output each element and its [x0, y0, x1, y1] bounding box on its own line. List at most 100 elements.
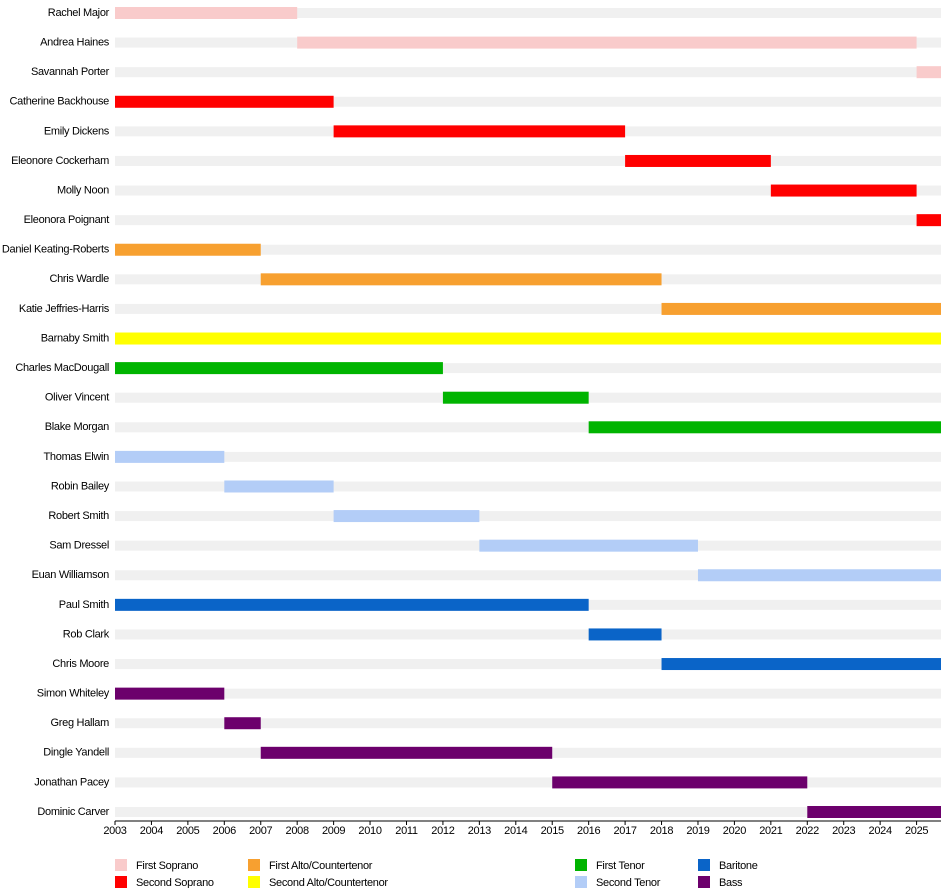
row-label: Euan Williamson — [32, 569, 110, 581]
bar — [115, 450, 225, 463]
row-label: Rachel Major — [48, 7, 110, 19]
bar — [552, 776, 808, 789]
row-label: Sam Dressel — [49, 540, 109, 552]
track — [115, 215, 941, 226]
legend-label: First Alto/Countertenor — [269, 860, 373, 872]
track — [115, 570, 941, 581]
legend-label: Second Alto/Countertenor — [269, 877, 388, 888]
row-label: Katie Jeffries-Harris — [19, 303, 110, 315]
legend-label: First Soprano — [136, 860, 198, 872]
track — [115, 659, 941, 670]
row-label: Catherine Backhouse — [10, 96, 110, 108]
track — [115, 363, 941, 374]
bar — [224, 480, 334, 493]
row-label: Andrea Haines — [40, 36, 110, 48]
legend-swatch — [115, 859, 127, 871]
legend-swatch — [575, 859, 587, 871]
track — [115, 451, 941, 462]
bar — [916, 66, 941, 79]
x-tick-label: 2008 — [286, 825, 309, 837]
row-label: Robert Smith — [48, 510, 109, 522]
track — [115, 67, 941, 78]
track — [115, 777, 941, 788]
bar — [442, 391, 589, 404]
legend-label: Second Tenor — [596, 877, 661, 888]
bar — [588, 421, 941, 434]
row-label: Molly Noon — [57, 184, 109, 196]
x-tick-label: 2024 — [869, 825, 892, 837]
bar — [807, 806, 941, 818]
track — [115, 511, 941, 522]
legend-swatch — [248, 859, 260, 871]
x-tick-label: 2018 — [650, 825, 673, 837]
row-label: Blake Morgan — [45, 421, 109, 433]
legend-swatch — [698, 876, 710, 888]
bar — [916, 214, 941, 227]
bar — [297, 36, 917, 49]
x-tick-label: 2010 — [358, 825, 381, 837]
x-tick-label: 2009 — [322, 825, 345, 837]
legend-label: Baritone — [719, 860, 758, 872]
row-label: Eleonora Poignant — [24, 214, 110, 226]
x-tick-label: 2007 — [249, 825, 272, 837]
x-tick-label: 2012 — [431, 825, 454, 837]
bar — [115, 362, 443, 375]
track — [115, 303, 941, 314]
bar — [115, 95, 334, 108]
row-label: Chris Moore — [52, 658, 109, 670]
legend-label: Second Soprano — [136, 877, 214, 888]
x-tick-label: 2005 — [176, 825, 199, 837]
bar — [625, 154, 771, 167]
legend-swatch — [115, 876, 127, 888]
track — [115, 96, 941, 107]
bar — [770, 184, 917, 197]
x-tick-label: 2014 — [504, 825, 527, 837]
x-tick-label: 2022 — [796, 825, 819, 837]
row-label: Dominic Carver — [37, 806, 109, 818]
bar — [333, 510, 480, 523]
bar — [115, 687, 225, 700]
legend-swatch — [248, 876, 260, 888]
track — [115, 688, 941, 699]
x-tick-label: 2006 — [213, 825, 236, 837]
bar — [115, 243, 261, 256]
x-tick-label: 2019 — [686, 825, 709, 837]
row-label: Jonathan Pacey — [34, 776, 109, 788]
row-label: Chris Wardle — [49, 273, 109, 285]
bar — [260, 273, 662, 286]
bar — [661, 658, 941, 671]
x-tick-label: 2020 — [723, 825, 746, 837]
row-label: Eleonore Cockerham — [11, 155, 109, 167]
track — [115, 8, 941, 18]
row-label: Paul Smith — [59, 599, 109, 611]
row-label: Emily Dickens — [44, 125, 110, 137]
x-tick-label: 2015 — [541, 825, 564, 837]
track — [115, 807, 941, 817]
track — [115, 481, 941, 492]
row-label: Charles MacDougall — [15, 362, 109, 374]
track — [115, 422, 941, 433]
track — [115, 185, 941, 196]
bar — [697, 569, 941, 582]
track — [115, 629, 941, 640]
row-label: Dingle Yandell — [43, 747, 109, 759]
bar — [115, 332, 941, 345]
row-label: Rob Clark — [63, 628, 110, 640]
legend-label: First Tenor — [596, 860, 645, 872]
bar — [224, 717, 261, 730]
x-tick-label: 2025 — [905, 825, 928, 837]
row-label: Savannah Porter — [31, 66, 110, 78]
legend-swatch — [698, 859, 710, 871]
bar — [661, 302, 941, 315]
bar — [260, 746, 553, 759]
bar — [115, 7, 298, 19]
bar — [333, 125, 626, 138]
track — [115, 244, 941, 255]
track — [115, 155, 941, 166]
x-tick-label: 2023 — [832, 825, 855, 837]
row-label: Barnaby Smith — [41, 332, 109, 344]
row-label: Thomas Elwin — [44, 451, 110, 463]
x-tick-label: 2003 — [103, 825, 126, 837]
x-tick-label: 2013 — [468, 825, 491, 837]
